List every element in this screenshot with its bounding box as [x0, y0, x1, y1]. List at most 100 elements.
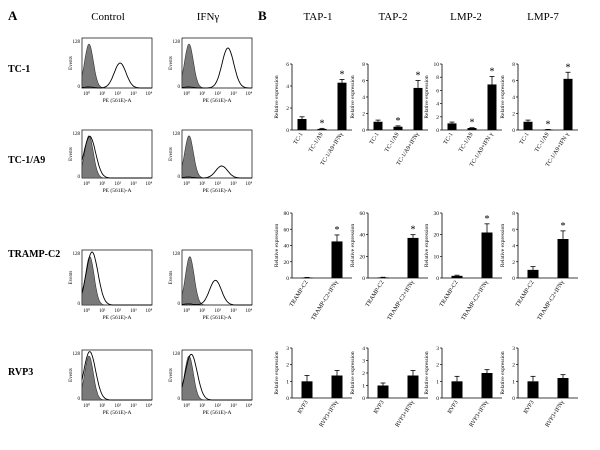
bar — [557, 239, 569, 278]
histogram-x-label: PE (561E)-A — [103, 97, 132, 104]
bar-chart-y-tick-label: 4 — [286, 84, 289, 90]
bar — [543, 129, 553, 131]
histogram-y-max-tick: 128 — [173, 352, 181, 357]
bar-chart-y-tick-label: 2 — [286, 106, 289, 112]
significance-asterisk: * — [490, 67, 495, 78]
bar-chart-9: 0 1 2 3 4 Relative expression RVP3 RVP3+IFNγ — [350, 346, 428, 428]
histogram-x-tick: 10⁰ — [183, 308, 190, 314]
bar — [481, 232, 493, 278]
bar — [527, 381, 539, 398]
bar-chart-y-label: Relative expression — [424, 351, 430, 394]
histogram-x-tick: 10³ — [130, 181, 137, 187]
histogram-x-tick: 10⁰ — [83, 91, 90, 97]
bar-category-label: RVP3 — [373, 400, 386, 415]
bar-chart-y-tick-label: 3 — [436, 346, 439, 352]
bar-chart-y-tick-label: 6 — [512, 227, 515, 233]
histogram-x-tick: 10³ — [230, 181, 237, 187]
histogram-x-tick: 10¹ — [99, 91, 106, 97]
bar-chart-y-tick-label: 20 — [434, 233, 440, 239]
col-label-lmp7: LMP-7 — [527, 11, 559, 23]
histogram-x-label: PE (561E)-A — [203, 97, 232, 104]
histogram-y-label: Events — [69, 56, 74, 70]
col-label-lmp2: LMP-2 — [450, 11, 482, 23]
bar-chart-10: 0 1 2 3 Relative expression RVP3 RVP3+IFNγ — [424, 346, 502, 428]
bar-chart-y-tick-label: 0 — [436, 276, 439, 282]
bar-chart-y-label: Relative expression — [424, 75, 430, 118]
histogram-isotype-peak — [181, 135, 252, 179]
histogram-x-label: PE (561E)-A — [203, 409, 232, 416]
bar-chart-y-tick-label: 20 — [284, 260, 290, 266]
bar — [413, 87, 423, 130]
bar-chart-y-tick-label: 1 — [286, 379, 289, 385]
significance-asterisk: * — [416, 71, 421, 82]
bar — [301, 277, 313, 279]
bar-chart-5: 0 20 40 60 Relative expression TRAMP-C2 * TRAMP… — [350, 211, 428, 322]
bar-chart-y-tick-label: 20 — [360, 254, 366, 260]
significance-asterisk: * — [396, 116, 401, 127]
bar-chart-y-tick-label: 6 — [286, 62, 289, 68]
col-label-tap1: TAP-1 — [303, 11, 332, 23]
histogram-x-tick: 10² — [215, 308, 222, 314]
histogram-x-tick: 10⁴ — [246, 308, 253, 314]
bar-chart-y-tick-label: 60 — [360, 211, 366, 217]
histogram-y-label: Events — [169, 368, 174, 382]
bar-chart-y-tick-label: 1 — [512, 379, 515, 385]
histogram-x-tick: 10² — [115, 91, 122, 97]
bar-chart-y-tick-label: 40 — [284, 244, 290, 250]
bar — [447, 123, 457, 130]
histogram-x-tick: 10¹ — [199, 308, 206, 314]
bar-chart-y-tick-label: 2 — [362, 112, 365, 118]
histogram-x-tick: 10¹ — [99, 308, 106, 314]
bar-chart-y-tick-label: 0 — [286, 276, 289, 282]
bar-category-label: TRAMP-C2+IFNγ — [537, 280, 566, 322]
bar-chart-y-tick-label: 0 — [512, 396, 515, 402]
bar-chart-y-tick-label: 0 — [286, 396, 289, 402]
histogram-x-tick: 10⁴ — [246, 403, 253, 409]
bar-chart-y-tick-label: 0 — [286, 128, 289, 134]
bar-chart-y-label: Relative expression — [424, 224, 430, 267]
histogram-x-tick: 10⁰ — [83, 181, 90, 187]
histogram-y-max-tick: 128 — [73, 40, 81, 45]
bar-category-label: RVP3+IFNγ — [319, 400, 340, 429]
histogram-x-tick: 10⁰ — [183, 403, 190, 409]
histogram-isotype-peak — [81, 256, 152, 306]
bar-chart-y-tick-label: 10 — [434, 62, 440, 68]
bar — [331, 241, 343, 278]
bar-chart-y-label: Relative expression — [274, 351, 280, 394]
bar-chart-y-tick-label: 0 — [436, 396, 439, 402]
histogram-x-tick: 10⁴ — [146, 403, 153, 409]
histogram-stained-curve — [181, 353, 252, 401]
histogram-y-zero-tick: 0 — [178, 175, 181, 180]
significance-asterisk: * — [485, 214, 490, 225]
histogram-x-tick: 10² — [115, 403, 122, 409]
bar-chart-7: 0 2 4 6 8 Relative expression TRAMP-C2 * TRAMP-C… — [500, 211, 578, 322]
histogram-isotype-peak — [181, 43, 252, 89]
significance-asterisk: * — [340, 69, 345, 80]
bar — [557, 378, 569, 398]
histogram-y-label: Events — [69, 147, 74, 161]
panel-a-label: A — [8, 8, 18, 23]
bar-category-label: TC-1 — [369, 132, 381, 146]
bar-category-label: TC-1 — [443, 132, 455, 146]
bar-chart-y-tick-label: 0 — [362, 276, 365, 282]
bar-chart-y-tick-label: 2 — [512, 363, 515, 369]
significance-asterisk: * — [561, 221, 566, 232]
histogram-x-tick: 10⁴ — [146, 308, 153, 314]
histogram-x-tick: 10⁴ — [246, 91, 253, 97]
bar-chart-y-label: Relative expression — [274, 75, 280, 118]
histogram-stained-curve — [81, 135, 152, 179]
histogram-x-tick: 10³ — [130, 91, 137, 97]
histogram-x-tick: 10³ — [230, 403, 237, 409]
bar-chart-11: 0 1 2 3 Relative expression RVP3 RVP3+IFNγ — [500, 346, 578, 428]
bar-chart-y-tick-label: 4 — [436, 102, 439, 108]
histogram-x-tick: 10⁴ — [146, 181, 153, 187]
bar — [407, 237, 419, 278]
